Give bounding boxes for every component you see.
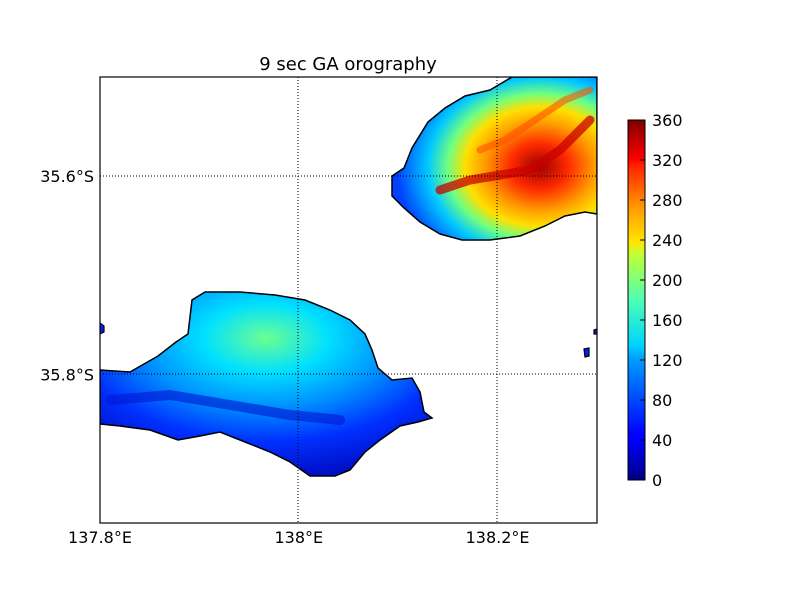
island-right-2 [593,328,597,335]
axes-frame [99,76,598,524]
colorbar-tick-label: 120 [652,351,683,370]
colorbar-tick-label: 240 [652,231,683,250]
colorbar-tick-labels: 0 40 80 120 160 200 240 280 320 360 [640,111,683,490]
lat-tick-label: 35.8°S [40,365,94,384]
colorbar-tick-label: 160 [652,311,683,330]
colorbar [627,119,646,481]
lat-tick-label: 35.6°S [40,167,94,186]
colorbar-tick-label: 80 [652,391,672,410]
lon-tick-label: 137.8°E [68,528,132,547]
lon-tick-label: 138°E [274,528,323,547]
colorbar-tick-label: 40 [652,431,672,450]
lon-tick-label: 138.2°E [466,528,530,547]
colorbar-tick-label: 200 [652,271,683,290]
lon-tick-labels: 137.8°E 138°E 138.2°E [68,528,530,547]
colorbar-tick-label: 280 [652,191,683,210]
colorbar-tick-label: 360 [652,111,683,130]
land-layer [100,77,597,477]
valley-south [105,389,345,425]
gridlines [100,77,597,523]
island-left-edge [100,322,105,335]
landmass-south [100,291,434,477]
landmass-north [391,77,597,241]
colorbar-tick-label: 320 [652,151,683,170]
lat-tick-labels: 35.6°S 35.8°S [40,167,94,384]
colorbar-tick-label: 0 [652,471,662,490]
ridge-north-1 [435,115,595,195]
island-right-1 [583,347,590,358]
chart-title: 9 sec GA orography [259,54,437,75]
